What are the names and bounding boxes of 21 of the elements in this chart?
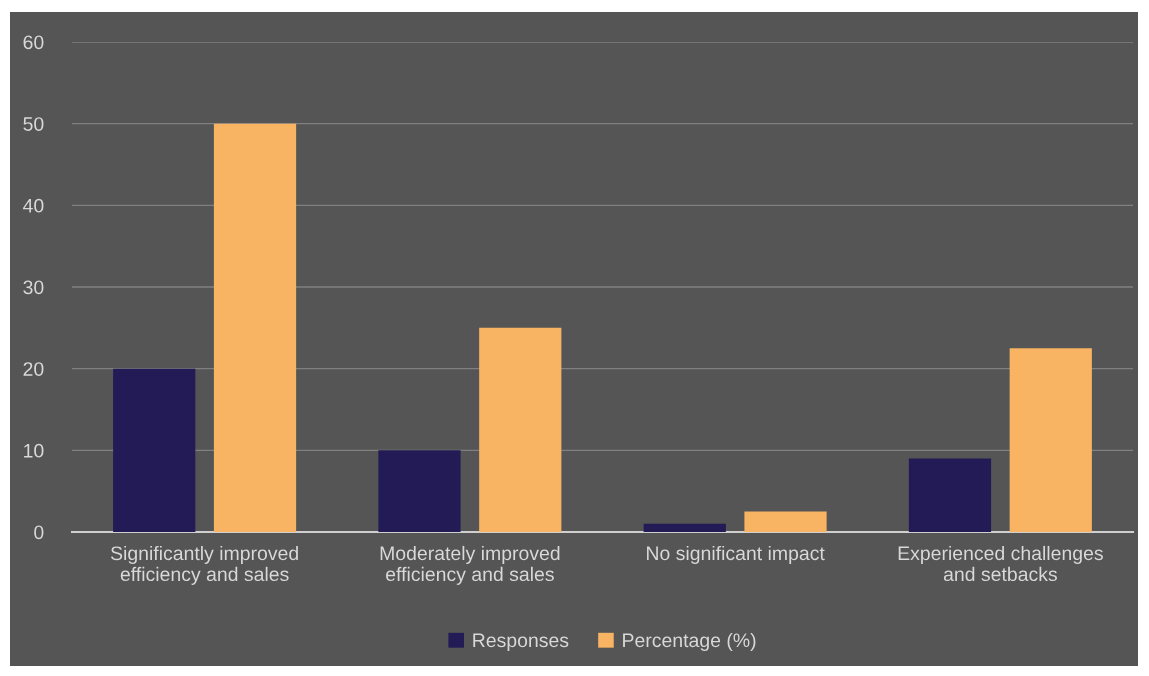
- y-tick-label: 0: [34, 525, 44, 540]
- y-tick-label: 30: [23, 280, 44, 295]
- x-tick-label: Experienced challenges and setbacks: [898, 545, 1103, 582]
- bar: [908, 458, 992, 532]
- y-tick-label: 10: [24, 443, 44, 458]
- x-tick-label: Significantly improved efficiency and sales: [110, 545, 298, 585]
- bar: [113, 368, 196, 532]
- legend-label: Percentage (%): [623, 632, 756, 652]
- y-tick-label: 60: [23, 35, 44, 50]
- x-tick-label: Moderately improved efficiency and sales: [380, 545, 560, 585]
- bar: [213, 123, 297, 532]
- legend-label: Responses: [473, 633, 569, 652]
- bar: [744, 511, 827, 532]
- x-tick-label: No significant impact: [647, 545, 825, 565]
- bar: [378, 450, 461, 532]
- y-tick-label: 20: [23, 362, 44, 376]
- bar: [1009, 348, 1092, 532]
- y-tick-label: 50: [23, 117, 44, 131]
- y-tick-label: 40: [23, 198, 44, 213]
- bar: [479, 327, 562, 532]
- bar: [643, 523, 726, 532]
